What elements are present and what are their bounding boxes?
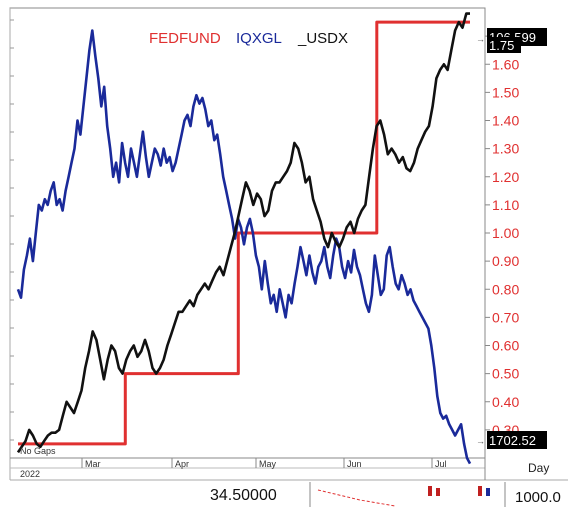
- legend-item-usdx: _USDX: [297, 30, 348, 47]
- bottom-pane-trace: [317, 489, 396, 507]
- no-gaps-label: No Gaps: [20, 446, 56, 456]
- value-badge-fedfund-text: 1.75: [489, 38, 514, 53]
- value-badge-fedfund: 1.75: [487, 37, 521, 53]
- y-tick-label: 0.70: [492, 309, 519, 325]
- period-label: Day: [528, 461, 549, 475]
- y-tick-label: 1.20: [492, 169, 519, 185]
- y-tick-label: 1.40: [492, 113, 519, 129]
- bottom-pane-right-value: 1000.0: [515, 489, 561, 506]
- legend-item-iqxgl: IQXGL: [236, 30, 282, 47]
- y-tick-label: 1.10: [492, 197, 519, 213]
- legend-item-fedfund: FEDFUND: [149, 30, 221, 47]
- y-tick-label: 0.50: [492, 366, 519, 382]
- y-tick-label: 1.30: [492, 141, 519, 157]
- legend: FEDFUND IQXGL _USDX: [149, 30, 348, 47]
- series-group: [16, 12, 472, 465]
- value-badge-iqxgl-box: [487, 431, 547, 449]
- year-label: 2022: [20, 469, 40, 479]
- y-tick-label: 1.00: [492, 225, 519, 241]
- value-badge-iqxgl-text: 1702.52: [489, 433, 536, 448]
- arrow-icon-iqxgl: →: [476, 436, 485, 446]
- y-axis-ticks: 0.300.400.500.600.700.800.901.001.101.20…: [10, 19, 519, 441]
- x-tick-label: Jul: [435, 459, 447, 469]
- y-tick-label: 0.90: [492, 253, 519, 269]
- value-badge-iqxgl: 1702.52: [487, 431, 547, 449]
- bottom-pane-candle-1: [428, 486, 432, 496]
- x-tick-label: Apr: [175, 459, 189, 469]
- y-tick-label: 0.40: [492, 394, 519, 410]
- y-tick-label: 0.60: [492, 338, 519, 354]
- y-tick-label: 1.60: [492, 56, 519, 72]
- x-tick-label: May: [259, 459, 277, 469]
- series-line-fedfund: [18, 20, 470, 446]
- bottom-pane-candle-3: [478, 486, 482, 496]
- series-line-usdx: [16, 12, 470, 454]
- bottom-pane-left-value: 34.50000: [210, 487, 277, 504]
- series-line-iqxgl: [16, 29, 472, 465]
- value-badge-fedfund-box: [487, 37, 521, 53]
- y-tick-label: 1.50: [492, 84, 519, 100]
- y-tick-label: 0.80: [492, 281, 519, 297]
- x-axis-labels: Mar Apr May Jun Jul: [81, 458, 447, 469]
- x-tick-label: Mar: [85, 459, 101, 469]
- bottom-pane-candle-4: [486, 488, 490, 496]
- bottom-pane-candle-2: [436, 488, 440, 496]
- arrow-icon-usdx: →: [476, 34, 485, 44]
- x-tick-label: Jun: [347, 459, 362, 469]
